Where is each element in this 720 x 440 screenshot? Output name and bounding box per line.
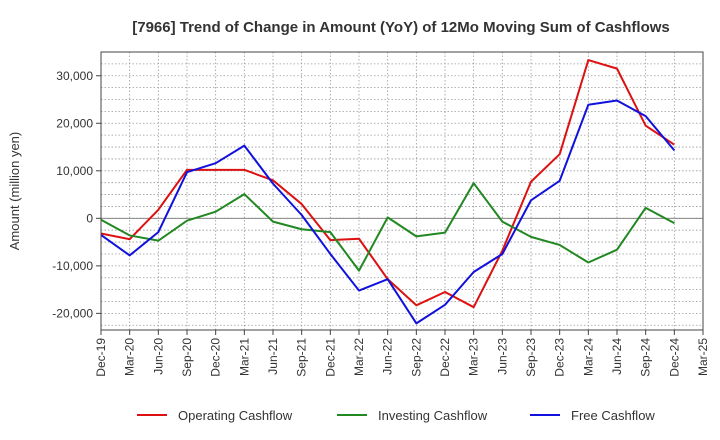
- x-tick-label: Sep-21: [295, 338, 309, 377]
- x-tick-label: Mar-24: [581, 338, 595, 376]
- plot-area: [101, 52, 703, 330]
- x-tick-label: Dec-21: [323, 338, 337, 377]
- y-tick-label: 10,000: [56, 164, 93, 178]
- x-tick-label: Dec-23: [553, 338, 567, 377]
- x-tick-label: Mar-21: [237, 338, 251, 376]
- x-tick-label: Sep-24: [639, 338, 653, 377]
- y-tick-label: 0: [86, 211, 93, 225]
- series-line-2: [100, 182, 675, 272]
- chart-title: [7966] Trend of Change in Amount (YoY) o…: [132, 19, 670, 36]
- x-tick-label: Jun-22: [381, 338, 395, 375]
- x-tick-label: Sep-20: [180, 338, 194, 377]
- x-tick-label: Dec-20: [209, 338, 223, 377]
- legend-label-2: Investing Cashflow: [378, 408, 488, 423]
- x-tick-label: Dec-24: [667, 338, 681, 377]
- x-tick-label: Dec-19: [94, 338, 108, 377]
- y-tick-label: -10,000: [52, 259, 93, 273]
- legend: Operating Cashflow Investing Cashflow Free…: [137, 408, 655, 423]
- x-tick-label: Jun-24: [610, 338, 624, 375]
- y-tick-label: -20,000: [52, 306, 93, 320]
- x-tick-label: Mar-25: [696, 338, 710, 376]
- x-tick-label: Dec-22: [438, 338, 452, 377]
- series-lines: [100, 59, 676, 325]
- x-tick-label: Jun-21: [266, 338, 280, 375]
- x-tick-label: Mar-20: [123, 338, 137, 376]
- plot-border: [100, 51, 704, 331]
- x-tick-label: Jun-23: [495, 338, 509, 375]
- y-tick-label: 30,000: [56, 69, 93, 83]
- plot-frame: [100, 51, 704, 331]
- legend-label-1: Operating Cashflow: [178, 408, 293, 423]
- plot-background: [101, 52, 703, 330]
- x-tick-label: Mar-23: [467, 338, 481, 376]
- y-axis-label: Amount (million yen): [7, 132, 22, 251]
- series-line-3: [100, 99, 676, 325]
- x-tick-label: Sep-22: [409, 338, 423, 377]
- x-tick-labels: Dec-19 Mar-20 Jun-20 Sep-20 Dec-20 Mar-21 Jun-…: [94, 330, 710, 377]
- y-tick-label: 20,000: [56, 116, 93, 130]
- x-tick-label: Sep-23: [524, 338, 538, 377]
- y-tick-labels: -20,000 -10,000 0 10,000 20,000 30,000: [52, 69, 101, 320]
- x-tick-label: Mar-22: [352, 338, 366, 376]
- x-tick-label: Jun-20: [151, 338, 165, 375]
- legend-label-3: Free Cashflow: [571, 408, 655, 423]
